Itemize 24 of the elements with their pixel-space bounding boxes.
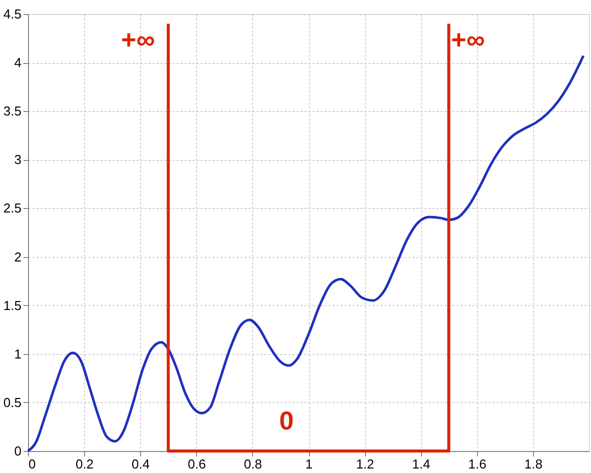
x-tick-label: 1.2	[356, 456, 374, 472]
y-tick-label: 3.5	[3, 104, 22, 119]
y-tick-label: 0.5	[3, 394, 22, 410]
y-tick-label: 4.5	[3, 6, 22, 22]
y-tick-label: 0	[14, 444, 22, 458]
x-tick-label: 1.8	[524, 456, 542, 472]
y-tick-label: 2.5	[3, 200, 22, 216]
x-tick-label: 0.8	[244, 456, 262, 472]
annotation: +∞	[121, 24, 155, 54]
x-tick-label: 1.6	[468, 456, 486, 472]
x-tick-label: 0	[28, 456, 36, 472]
x-tick-label: 0.2	[76, 456, 94, 472]
y-tick-label: 4	[14, 55, 22, 70]
x-tick-label: 0.6	[188, 456, 206, 472]
y-tick-label: 1	[14, 346, 22, 362]
x-tick-label: 0.4	[132, 456, 150, 472]
x-tick-label: 1	[305, 456, 313, 472]
y-tick-label: 2	[14, 249, 22, 264]
x-tick-label: 1.4	[412, 456, 430, 472]
y-tick-label: 1.5	[3, 298, 22, 313]
line-series	[26, 54, 585, 452]
annotation: 0	[279, 405, 294, 436]
y-tick-label: 3	[14, 152, 22, 168]
annotation: +∞	[451, 24, 485, 54]
